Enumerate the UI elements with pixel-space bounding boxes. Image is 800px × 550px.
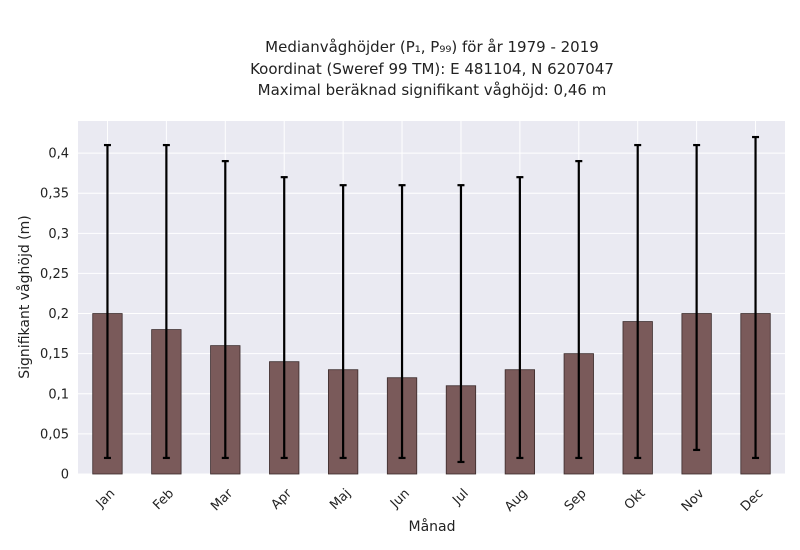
x-tick-label: Sep bbox=[562, 486, 590, 514]
y-tick-label: 0,2 bbox=[48, 307, 69, 322]
y-axis-label: Signifikant våghöjd (m) bbox=[16, 215, 33, 378]
title-line-2: Koordinat (Sweref 99 TM): E 481104, N 62… bbox=[250, 60, 614, 78]
x-axis-label: Månad bbox=[409, 518, 456, 535]
x-tick-label: Nov bbox=[679, 486, 708, 515]
y-tick-label: 0,3 bbox=[48, 227, 69, 242]
error-bar-apr bbox=[280, 176, 288, 460]
y-tick-label: 0,35 bbox=[40, 187, 69, 202]
x-tick-label: Jul bbox=[449, 486, 471, 508]
title-line-3: Maximal beräknad signifikant våghöjd: 0,… bbox=[258, 81, 607, 99]
x-tick-label: Maj bbox=[327, 486, 354, 513]
y-tick-label: 0,1 bbox=[48, 387, 69, 402]
x-tick-label: Jun bbox=[387, 486, 413, 512]
error-bar-okt bbox=[634, 143, 642, 460]
error-bar-sep bbox=[575, 160, 583, 460]
x-tick-label: Okt bbox=[622, 486, 649, 513]
y-tick-labels: 0 0,05 0,1 0,15 0,2 0,25 0,3 0,35 0,4 bbox=[40, 147, 69, 483]
x-tick-label: Jan bbox=[93, 486, 118, 511]
error-bar-dec bbox=[752, 135, 760, 460]
y-tick-label: 0 bbox=[61, 468, 69, 483]
x-tick-label: Aug bbox=[502, 486, 531, 515]
x-tick-label: Apr bbox=[269, 486, 296, 513]
error-bars bbox=[103, 135, 760, 464]
error-bar-jan bbox=[103, 143, 111, 460]
x-tick-label: Feb bbox=[150, 486, 177, 513]
title-line-1: Medianvåghöjder (P₁, P₉₉) för år 1979 - … bbox=[265, 38, 599, 56]
error-bar-jun bbox=[398, 184, 406, 460]
error-bar-mar bbox=[221, 160, 229, 460]
chart-title: Medianvåghöjder (P₁, P₉₉) för år 1979 - … bbox=[250, 38, 614, 99]
error-bar-feb bbox=[162, 143, 170, 460]
y-tick-label: 0,25 bbox=[40, 267, 69, 282]
plot-area bbox=[78, 121, 785, 474]
error-bar-aug bbox=[516, 176, 524, 460]
x-tick-label: Dec bbox=[738, 486, 766, 514]
error-bar-nov bbox=[693, 143, 701, 452]
x-tick-label: Mar bbox=[208, 486, 236, 514]
y-tick-label: 0,05 bbox=[40, 427, 69, 442]
y-tick-label: 0,4 bbox=[48, 147, 69, 162]
error-bar-jul bbox=[457, 184, 465, 464]
y-tick-label: 0,15 bbox=[40, 347, 69, 362]
x-tick-labels: Jan Feb Mar Apr Maj Jun Jul Aug Sep Okt Nov Dec bbox=[93, 486, 767, 515]
error-bar-maj bbox=[339, 184, 347, 460]
